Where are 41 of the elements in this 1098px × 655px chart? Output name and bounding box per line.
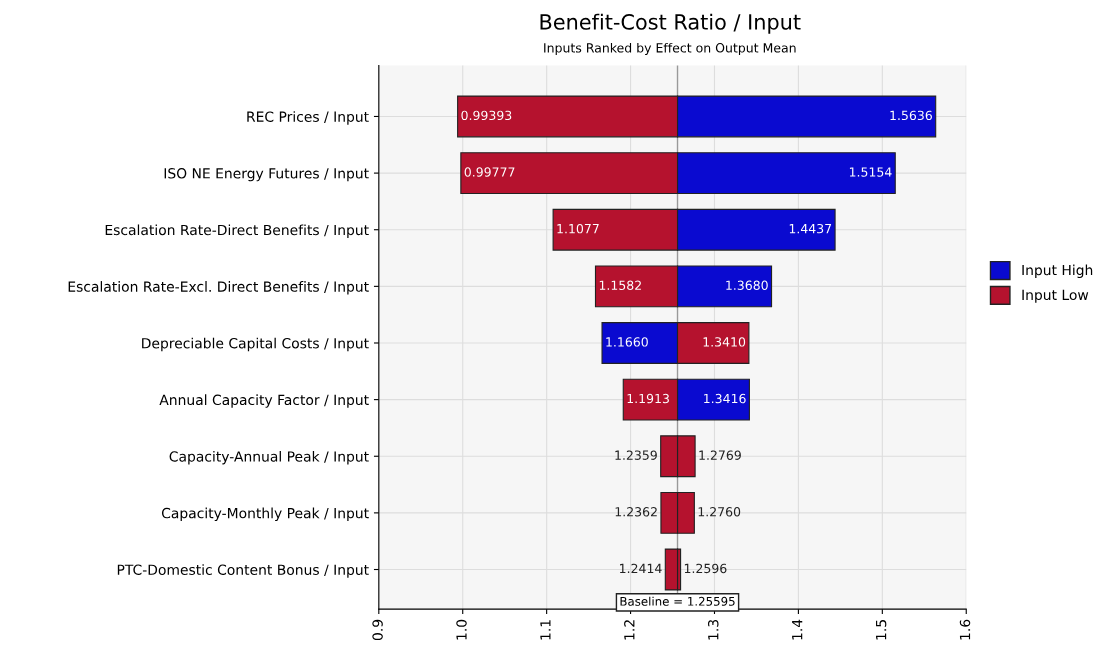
annotation: 1.4437 [789,223,832,234]
x-tick-label: 1.3 [708,619,719,640]
annotation: 1.3410 [703,337,746,347]
annotation: 0.99777 [464,167,515,177]
x-tick-label: 1.2 [624,620,635,640]
x-tick-label: 1.6 [959,619,971,640]
x-tick-label: 1.1 [540,620,551,640]
y-tick-label: Escalation Rate-Direct Benefits / Input [105,224,369,238]
y-tick-label: ISO NE Energy Futures / Input [164,168,369,182]
annotation: 1.5636 [890,110,932,121]
annotation: 1.2769 [699,450,741,460]
y-tick-label: Capacity-Annual Peak / Input [169,450,369,465]
y-tick-label: REC Prices / Input [247,111,369,125]
annotation: 0.99393 [461,110,512,121]
annotation: 1.1077 [557,223,599,234]
bar [664,548,679,591]
x-tick-label: 1.0 [456,619,467,640]
y-tick-label: Capacity-Monthly Peak / Input [161,507,369,522]
annotation: 1.2359 [615,450,657,460]
chart-subtitle: Inputs Ranked by Effect on Output Mean [544,42,796,55]
y-tick-label: PTC-Domestic Content Bonus / Input [117,564,369,578]
annotation: 1.2760 [698,507,741,517]
x-tick-label: 0.9 [372,619,383,641]
y-tick-label: Annual Capacity Factor / Input [159,394,369,408]
legend-label: Input Low [1022,289,1089,303]
annotation: 1.2414 [620,563,662,573]
chart-title: Benefit-Cost Ratio / Input [540,13,801,34]
annotation: 1.3416 [704,393,746,404]
y-tick-label: Depreciable Capital Costs / Input [142,337,369,352]
annotation: 1.1582 [599,280,641,290]
annotation: 1.5154 [849,167,892,177]
annotation: 1.1660 [606,337,648,347]
annotation: 1.2362 [615,507,657,517]
y-tick-label: Escalation Rate-Excl. Direct Benefits / Input [68,281,369,295]
annotation: 1.1913 [627,393,669,404]
x-tick-label: 1.5 [876,620,887,640]
annotation: 1.2596 [684,563,727,574]
x-tick-label: 1.4 [792,619,803,640]
ref-line-label: Baseline = 1.25595 [620,596,735,606]
legend-label: Input High [1022,264,1093,278]
annotation: 1.3680 [726,280,768,290]
